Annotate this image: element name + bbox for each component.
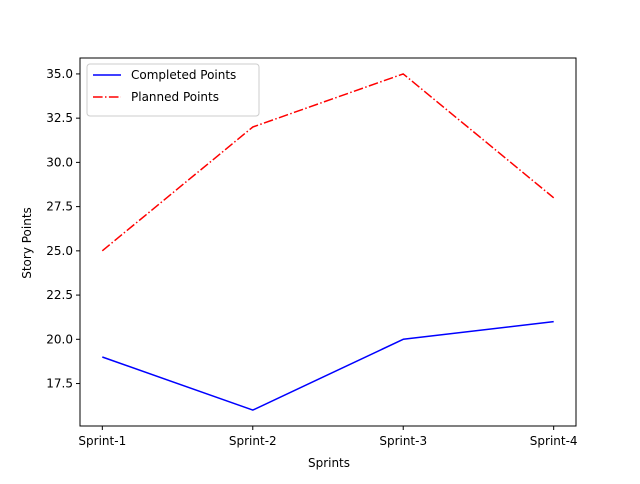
series-line-1 xyxy=(102,320,554,411)
x-tick-label: Sprint-2 xyxy=(229,434,277,448)
y-tick-label: 22.5 xyxy=(46,288,73,302)
plot-area-frame xyxy=(79,57,577,427)
x-tick-label: Sprint-1 xyxy=(78,434,126,448)
y-tick-label: 25.0 xyxy=(46,244,73,258)
x-axis-ticks: Sprint-1 Sprint-2 Sprint-3 Sprint-4 xyxy=(78,426,578,448)
x-tick-label: Sprint-3 xyxy=(379,434,427,448)
y-tick-label: 27.5 xyxy=(46,200,73,214)
y-axis-label: Story Points xyxy=(20,207,34,279)
legend-box xyxy=(86,63,260,117)
legend-label: Planned Points xyxy=(131,90,219,104)
y-tick-label: 30.0 xyxy=(46,155,73,169)
y-tick-label: 17.5 xyxy=(46,377,73,391)
series-line-2 xyxy=(101,73,555,252)
x-axis-label: Sprints xyxy=(308,456,350,470)
legend-label: Completed Points xyxy=(131,68,236,82)
y-tick-label: 20.0 xyxy=(46,332,73,346)
legend: Completed Points Planned Points xyxy=(86,63,260,117)
x-tick-label: Sprint-4 xyxy=(530,434,578,448)
y-axis-ticks: 17.5 20.0 22.5 25.0 27.5 30.0 32.5 35.0 xyxy=(46,67,80,391)
y-tick-label: 35.0 xyxy=(46,67,73,81)
series-layer xyxy=(101,73,555,411)
y-tick-label: 32.5 xyxy=(46,111,73,125)
